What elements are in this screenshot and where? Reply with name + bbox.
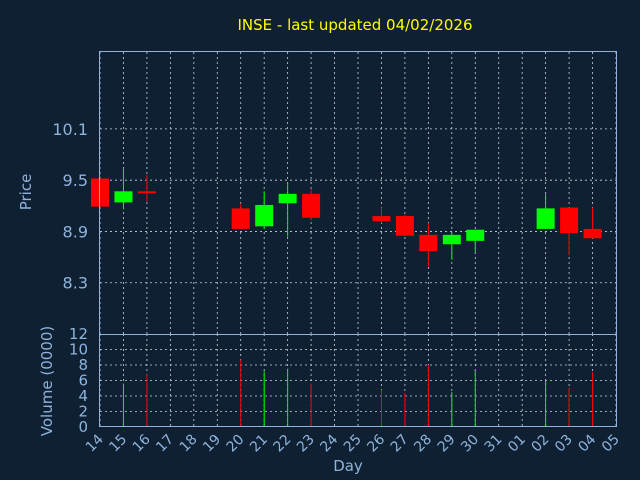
day-tick-label: 03 [552,432,576,456]
day-tick-label: 24 [317,431,341,455]
candle-body [560,207,579,234]
price-axis-label: Price [17,174,35,211]
candle-body [536,208,555,229]
candle-body [137,191,156,194]
candle-body [278,193,297,204]
candle-body [372,216,391,222]
price-tick-label: 8.3 [63,274,88,293]
volume-axis-label: Volume (0000) [38,326,56,436]
chart-title: INSE - last updated 04/02/2026 [237,16,472,34]
day-tick-label: 20 [224,432,248,456]
day-tick-label: 29 [435,432,459,456]
candle-body [419,234,438,252]
day-tick-label: 02 [529,432,553,456]
day-tick-label: 27 [388,432,412,456]
candle-body [442,234,461,245]
volume-tick-label: 4 [78,387,88,405]
day-tick-label: 18 [177,432,201,456]
day-tick-label: 22 [271,432,295,456]
volume-plot-frame [99,334,617,427]
day-tick-label: 17 [153,432,177,456]
candle-body [583,228,602,239]
candle-body [466,229,485,241]
volume-tick-label: 12 [69,325,88,343]
price-tick-label: 10.1 [52,120,88,139]
day-tick-label: 23 [294,432,318,456]
volume-tick-label: 0 [78,418,88,436]
day-tick-label: 15 [106,432,130,456]
day-tick-label: 25 [341,432,365,456]
day-tick-label: 21 [247,432,271,456]
day-tick-label: 19 [200,432,224,456]
volume-tick-label: 10 [69,341,88,359]
day-tick-label: 04 [575,431,599,455]
day-tick-label: 01 [505,432,529,456]
day-tick-label: 31 [482,432,506,456]
price-tick-label: 9.5 [63,171,88,190]
candle-body [231,208,250,229]
day-tick-label: 26 [364,431,388,455]
candle-body [255,204,274,227]
volume-tick-label: 2 [78,403,88,421]
day-tick-label: 05 [599,432,623,456]
volume-tick-label: 8 [78,356,88,374]
price-tick-label: 8.9 [63,222,88,241]
candle-body [395,216,414,236]
day-tick-label: 30 [458,432,482,456]
candle-body [114,191,133,203]
volume-tick-label: 6 [78,372,88,390]
day-axis-label: Day [333,457,363,475]
day-tick-label: 28 [411,432,435,456]
day-tick-label: 16 [130,431,154,455]
candle-body [302,193,321,218]
